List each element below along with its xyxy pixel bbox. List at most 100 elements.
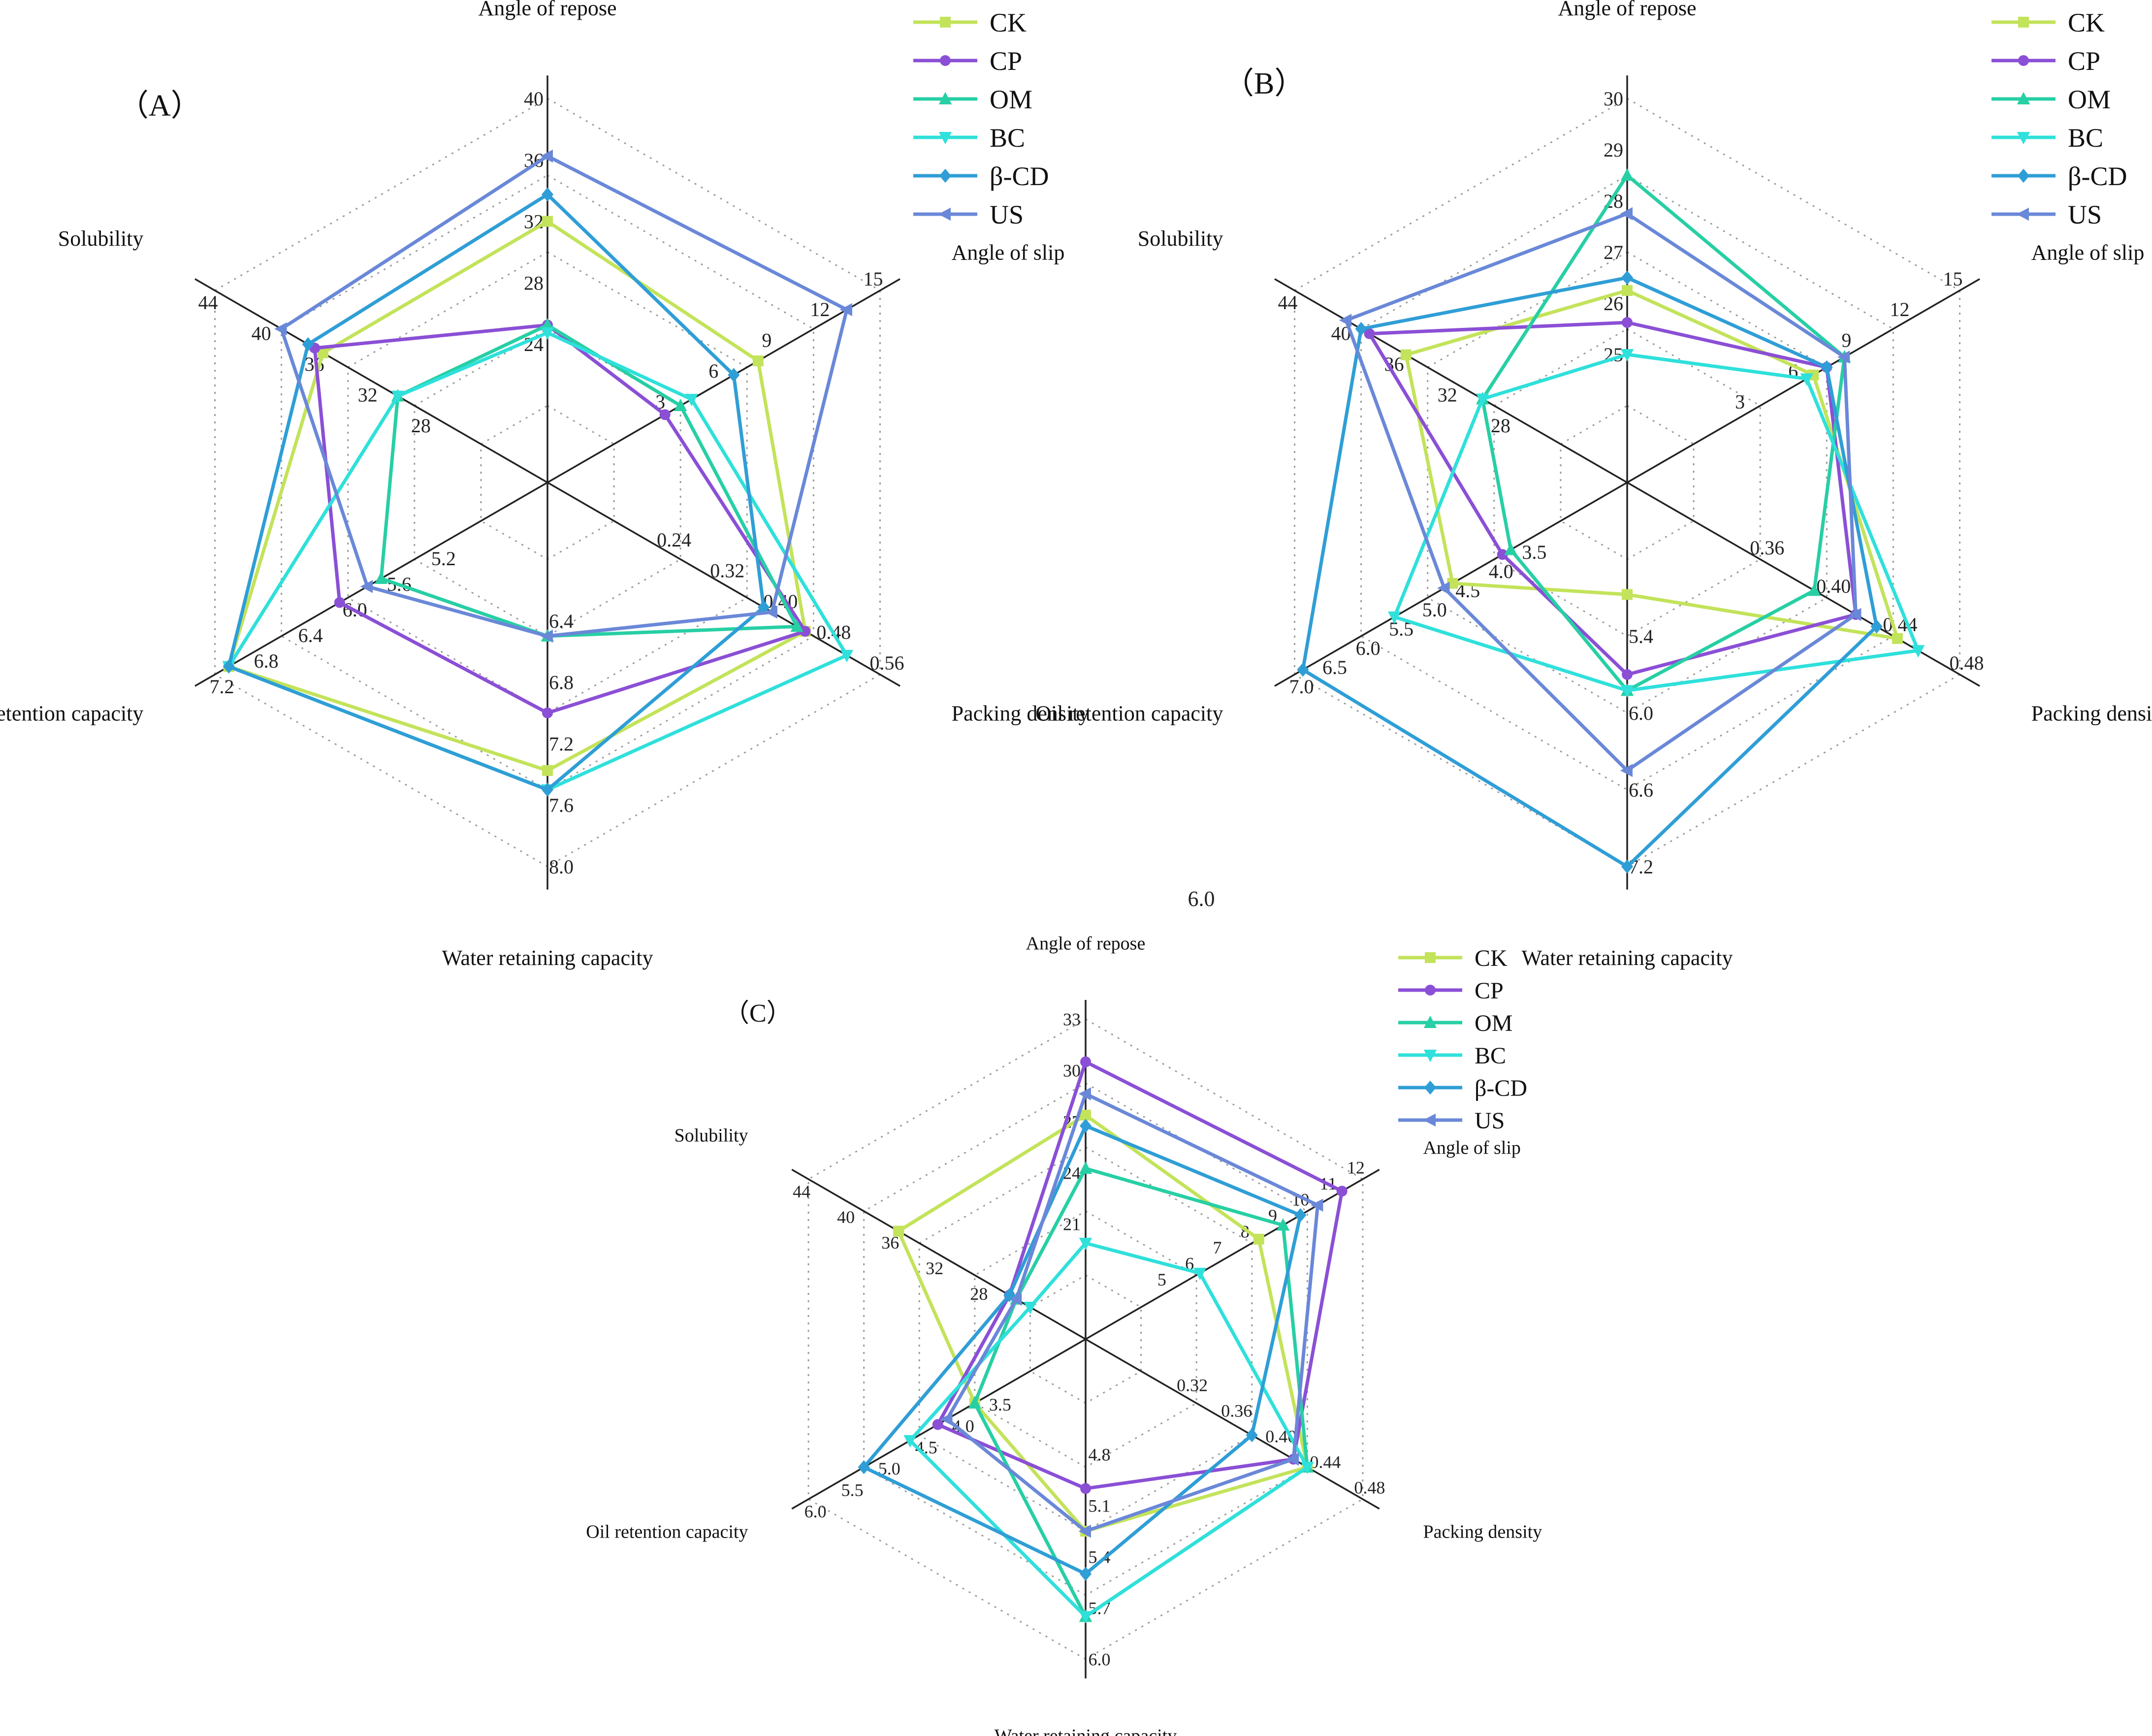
data-point-cp [1336,1186,1348,1197]
tick-label: 0.48 [1949,652,1984,674]
data-point-om [375,571,388,584]
tick-label: 32 [926,1258,943,1278]
data-point-cp [1622,317,1633,328]
legend-label-us: US [2068,200,2102,229]
legend-marker-ck [940,17,951,28]
data-point-beta-cd [1621,859,1634,874]
series-ck [223,216,811,776]
data-point-bc [903,1435,917,1448]
data-point-ck [1892,633,1903,644]
tick-label: 6.5 [1322,656,1347,678]
legend-marker-us [1423,1113,1436,1127]
legend-marker-cp [2018,55,2029,66]
series-bc [903,1238,1314,1624]
data-point-us [1311,1198,1323,1212]
axis-title-water-retaining-capacity: Water retaining capacity [1522,946,1733,970]
axis-title-angle-of-slip: Angle of slip [952,240,1065,264]
tick-label: 3.5 [989,1395,1011,1415]
tick-label: 32 [358,384,378,406]
data-point-us [1286,1452,1299,1466]
legend-label-us: US [1475,1108,1505,1134]
data-point-us [1437,581,1450,595]
tick-label: 15 [863,268,883,290]
legend-marker-beta-cd [1424,1080,1437,1095]
data-point-cp [334,597,345,608]
tick-label: 44 [198,291,218,314]
legend-marker-us [2016,207,2029,221]
legend-marker-bc [2017,132,2030,145]
tick-label: 0.36 [1221,1401,1252,1420]
tick-label: 32 [1438,384,1457,406]
tick-label: 6.4 [298,624,323,646]
tick-label: 8.0 [549,856,574,878]
tick-label: 40 [524,88,544,110]
tick-label: 28 [1491,415,1510,437]
tick-label: 7.6 [549,794,574,816]
legend-label-ck: CK [990,8,1027,37]
legend-label-ck: CK [2068,8,2105,37]
series-line-beta-cd [227,193,766,792]
data-point-us [1078,1087,1091,1100]
tick-label: 9 [1841,329,1851,352]
data-point-beta-cd [541,782,554,797]
data-point-ck [1400,349,1412,360]
data-point-us [1837,351,1850,364]
axis-title-angle-of-repose: Angle of repose [478,0,616,20]
axis-title-oil-retention-capacity: Oil retention capacity [0,701,143,725]
tick-label: 4.0 [1489,560,1513,582]
axis-title-water-retaining-capacity: Water retaining capacity [442,946,653,970]
tick-label: 0.32 [1177,1375,1208,1395]
data-point-om [1620,168,1634,181]
data-point-bc [1079,1611,1092,1624]
data-point-om [1276,1218,1290,1231]
series-us [274,149,852,643]
series-ck [1400,285,1903,644]
data-point-us [360,580,373,593]
legend-label-om: OM [1475,1010,1512,1036]
data-point-bc [1476,393,1489,406]
data-point-bc [1387,611,1401,624]
data-point-om [790,619,803,632]
data-point-bc [1800,373,1813,386]
series-line-cp [936,1060,1344,1490]
tick-label: 0.44 [1310,1452,1341,1472]
tick-label: 44 [1278,291,1298,314]
tick-label: 12 [1890,298,1909,321]
series-line-ck [897,1113,1309,1533]
legend-label-om: OM [990,85,1032,114]
tick-label: 6.6 [1629,779,1653,801]
data-point-bc [840,650,854,663]
tick-label: 7.2 [210,675,234,698]
tick-label: 0.40 [1816,575,1851,597]
legend: CK CP OM BC β-CD US [1398,945,1527,1134]
series-us [940,1087,1323,1538]
data-point-beta-cd [1079,1567,1092,1581]
tick-label: 4.8 [1089,1445,1111,1465]
data-point-us [540,629,553,643]
axis-title-packing-density: Packing density [2031,701,2152,725]
axis-title-water-retaining-capacity: Water retaining capacity [995,1726,1177,1736]
data-point-us [839,303,852,317]
axis-line-packing-density [1085,1338,1380,1510]
tick-label: 6.4 [549,610,574,632]
axis-line-angle-of-slip [1085,1168,1380,1340]
tick-label: 0.24 [657,529,691,551]
tick-label: 7.2 [549,733,574,755]
axis-title-packing-density: Packing density [952,701,1090,725]
legend-label-beta-cd: β-CD [1475,1075,1527,1101]
tick-label: 12 [810,298,830,321]
data-point-om [1504,543,1517,555]
legend-marker-om [2017,92,2030,104]
data-point-ck [893,1225,904,1237]
series-line-beta-cd [862,1124,1302,1576]
data-point-bc [1024,1302,1037,1315]
tick-label: 6.0 [1356,637,1381,659]
axis-line-packing-density [547,482,900,687]
data-point-ck [1622,589,1633,600]
tick-label: 6.0 [1629,702,1653,724]
data-point-beta-cd [1246,1428,1258,1443]
legend-label-bc: BC [990,123,1025,153]
tick-label: 7.0 [1289,675,1314,698]
axis-line-angle-of-slip [1627,278,1980,483]
